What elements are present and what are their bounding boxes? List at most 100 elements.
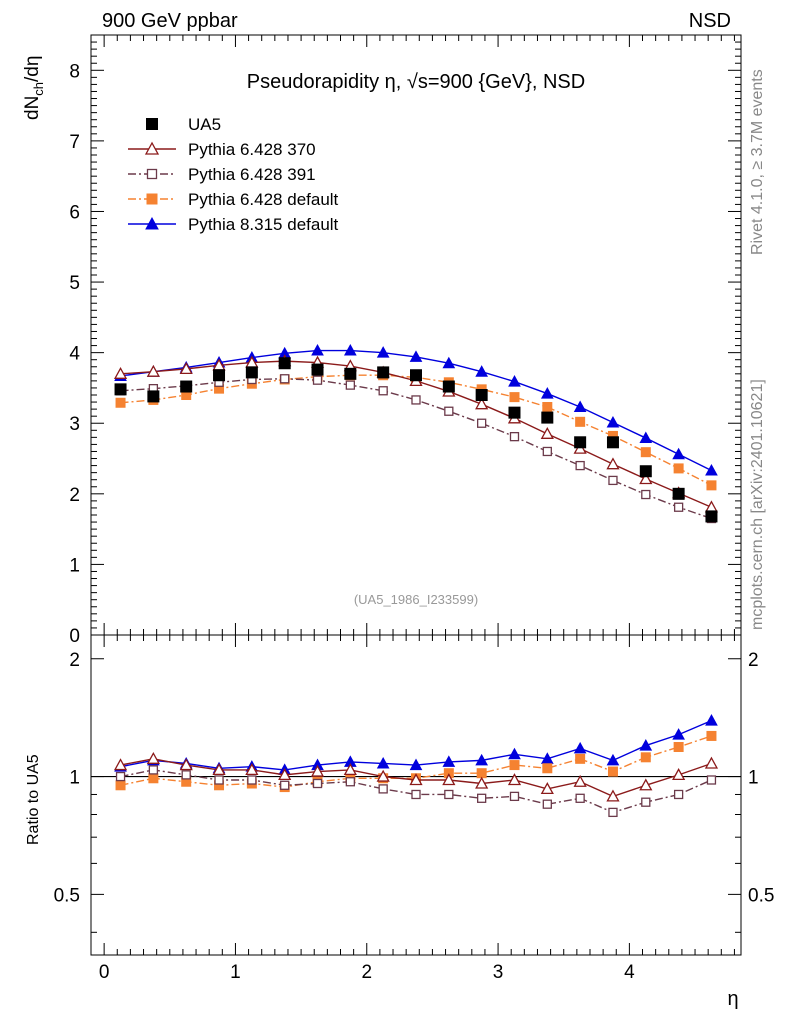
ratio-point (214, 775, 224, 785)
main-line (120, 349, 712, 472)
legend-entry: Pythia 8.315 default (128, 215, 339, 234)
ratio-point (573, 774, 587, 787)
ratio-tick-label-left: 0.5 (54, 885, 80, 906)
ratio-point (181, 770, 191, 780)
main-point (146, 364, 160, 377)
ratio-tick-label-left: 1 (69, 768, 80, 789)
y-tick-label: 3 (69, 414, 80, 435)
ratio-point (376, 769, 390, 782)
main-point (542, 402, 553, 412)
ratio-point (542, 799, 552, 809)
main-point (540, 426, 554, 439)
legend-marker (146, 168, 158, 180)
legend-entry: UA5 (146, 115, 221, 134)
main-series (114, 357, 718, 523)
ratio-point (442, 755, 456, 767)
ratio-point (606, 789, 620, 802)
ratio-point (508, 747, 521, 760)
header-energy-label: 900 GeV ppbar (102, 10, 238, 32)
ratio-point (608, 807, 618, 818)
ratio-point (148, 773, 159, 784)
ratio-point (507, 773, 522, 786)
ratio-point (280, 780, 290, 790)
main-point (475, 397, 489, 410)
ratio-tick-label-right: 2 (748, 650, 759, 671)
main-point (508, 406, 521, 419)
ratio-point (706, 775, 717, 785)
x-axis-label: η (727, 988, 738, 1010)
ratio-point (475, 753, 489, 766)
main-point (115, 397, 126, 408)
main-series-layer (113, 343, 719, 524)
analysis-watermark: (UA5_1986_I233599) (354, 592, 478, 607)
main-point (706, 480, 717, 491)
main-point (113, 366, 128, 379)
ratio-panel-frame (90, 634, 742, 956)
y-tick-label: 6 (69, 202, 80, 223)
ratio-point (148, 765, 159, 775)
ratio-point (247, 775, 257, 785)
ratio-point (540, 782, 554, 795)
ratio-point (706, 730, 717, 741)
main-point (509, 392, 520, 403)
main-point (378, 386, 388, 396)
ratio-point (672, 768, 686, 781)
x-tick-label: 3 (493, 962, 504, 983)
ratio-point (673, 742, 684, 752)
main-point (608, 475, 618, 486)
main-series (115, 374, 717, 524)
ratio-point (509, 760, 520, 771)
ratio-series-layer (113, 714, 719, 818)
ratio-point (146, 751, 160, 764)
main-series (115, 370, 717, 491)
main-point (475, 389, 488, 401)
axis-ticks-layer: 0 1 2 3 4 0 1 2 3 4 5 6 7 8 0.5 0.5 1 1 2 2 (54, 34, 774, 983)
main-point (345, 380, 355, 390)
ratio-point (115, 771, 126, 782)
main-point (213, 369, 226, 382)
main-point (344, 367, 357, 380)
ratio-point (115, 780, 126, 791)
main-point (639, 472, 653, 485)
main-point (179, 362, 193, 375)
ratio-point (542, 763, 553, 774)
legend-label: Pythia 8.315 default (188, 215, 339, 234)
main-point (509, 431, 520, 442)
main-point (705, 510, 718, 523)
ratio-tick-label-left: 2 (69, 650, 80, 671)
main-point (673, 502, 684, 512)
ratio-point (409, 773, 423, 786)
ratio-point (245, 763, 259, 776)
main-point (410, 369, 422, 382)
main-point (639, 431, 653, 444)
ratio-point (409, 758, 423, 771)
main-point (442, 380, 455, 393)
main-point (508, 375, 521, 387)
legend-label: Pythia 6.428 default (188, 190, 339, 209)
y-axis-label: dNch/dη (22, 56, 46, 120)
ratio-point (509, 791, 520, 802)
legend-marker (146, 118, 158, 130)
legend-label: UA5 (188, 115, 221, 134)
main-point (672, 487, 685, 500)
ratio-point (312, 778, 323, 789)
ratio-point (343, 763, 357, 776)
main-point (114, 383, 127, 396)
ratio-point (705, 714, 718, 726)
main-point (409, 350, 423, 362)
ratio-point (179, 758, 193, 771)
ratio-point (376, 756, 390, 769)
ratio-series (115, 765, 717, 818)
ratio-point (641, 797, 651, 807)
main-point (704, 500, 719, 513)
main-point (180, 380, 193, 393)
main-point (640, 447, 651, 458)
x-tick-label: 2 (361, 962, 372, 983)
ratio-point (113, 758, 128, 771)
ratio-point (575, 753, 586, 764)
main-point (245, 366, 258, 379)
y-tick-label: 1 (69, 555, 80, 576)
main-point (343, 343, 357, 356)
main-point (444, 406, 454, 416)
